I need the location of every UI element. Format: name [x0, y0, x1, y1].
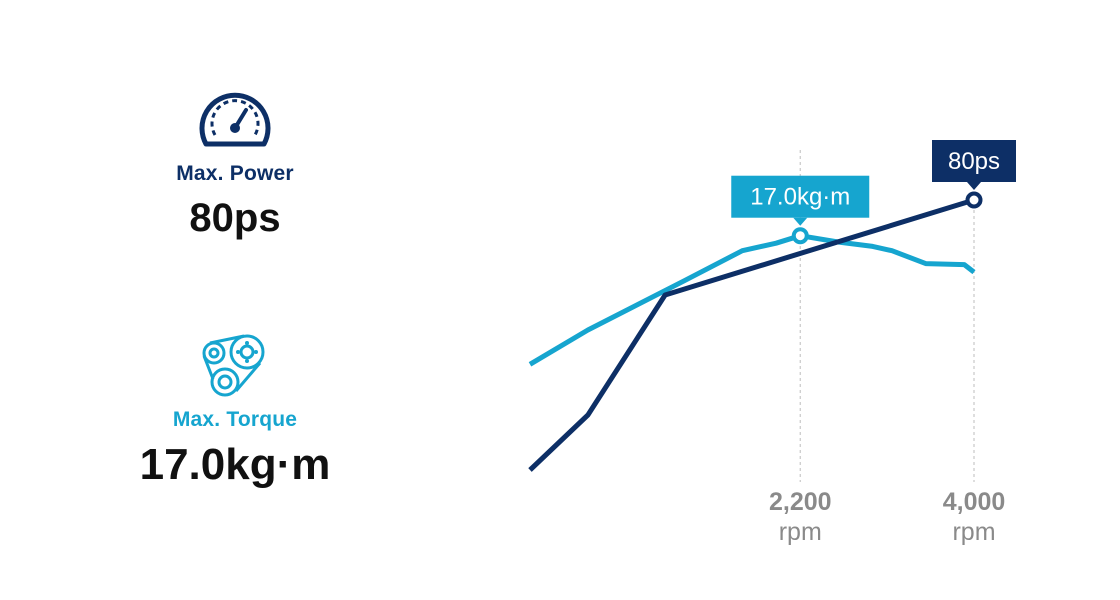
- max-power-label: Max. Power: [176, 162, 294, 185]
- speedometer-icon: [199, 92, 271, 147]
- x-tick-unit-0: rpm: [779, 518, 822, 546]
- peak-callout-box-1: [932, 140, 1016, 182]
- belt-pulley-icon: [202, 334, 265, 397]
- peak-callout-pointer-0: [793, 217, 808, 226]
- peak-marker-1: [965, 191, 983, 209]
- max-power-spec: Max. Power 80ps: [120, 88, 350, 241]
- max-power-value: 80ps: [189, 196, 281, 240]
- x-tick-label-1: 4,000: [943, 488, 1006, 516]
- max-torque-spec: Max. Torque 17.0kg·m: [120, 332, 350, 490]
- max-torque-value: 17.0kg·m: [139, 440, 331, 489]
- peak-marker-0: [791, 227, 809, 245]
- max-torque-label: Max. Torque: [172, 408, 298, 431]
- peak-callout-pointer-1: [967, 182, 981, 190]
- peak-callout-label-1: 80ps: [948, 148, 1000, 175]
- peak-callout-label-0: 17.0kg·m: [750, 184, 850, 211]
- series-line-0: [528, 233, 976, 367]
- series-line-1: [528, 197, 975, 472]
- x-tick-unit-1: rpm: [952, 518, 995, 546]
- x-tick-label-0: 2,200: [769, 488, 832, 516]
- peak-callout-box-0: [731, 175, 870, 218]
